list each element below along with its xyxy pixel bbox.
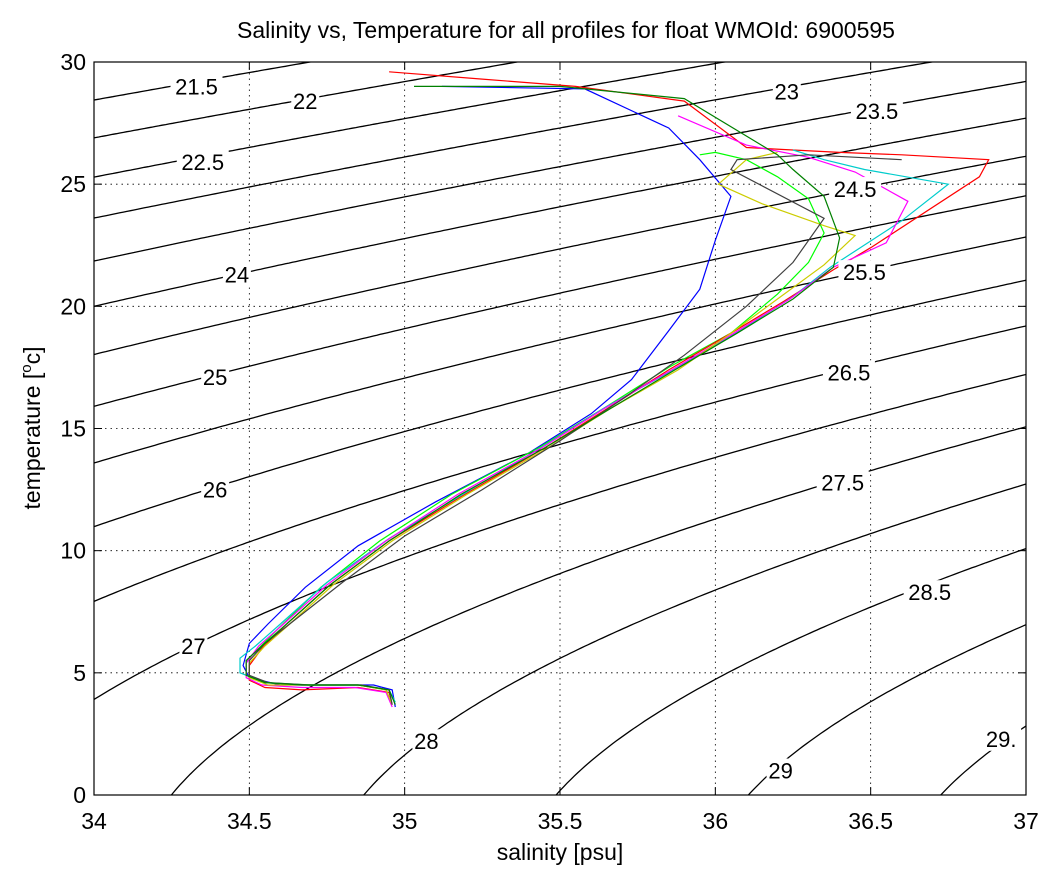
isopycnal-label: 29 — [768, 759, 792, 784]
y-axis-label: temperature [oc] — [18, 346, 45, 509]
isopycnal-label-bg — [170, 74, 223, 99]
y-tick-label: 10 — [60, 538, 86, 564]
y-tick-label: 0 — [73, 782, 86, 808]
isopycnal-line — [94, 62, 522, 139]
isopycnal-label: 27 — [181, 634, 205, 659]
isopycnal-label-bg — [176, 150, 229, 175]
isopycnal-label: 27.5 — [821, 470, 864, 495]
isopycnal-line — [94, 62, 936, 219]
y-axis-label-end: c] — [19, 346, 45, 364]
x-tick-label: 37 — [1013, 808, 1039, 834]
isopycnal-label-bg — [850, 98, 903, 123]
y-tick-label: 15 — [60, 416, 86, 442]
isopycnal-label: 24 — [225, 263, 249, 288]
isopycnal-label-bg — [816, 470, 869, 495]
isopycnal-line — [94, 373, 1026, 701]
isopycnal-line — [94, 80, 1026, 262]
isopycnal-line — [94, 155, 1026, 356]
gridlines — [94, 62, 1026, 795]
isopycnal-label: 26.5 — [828, 360, 871, 385]
isopycnal-label: 29. — [986, 727, 1017, 752]
isopycnal-line — [939, 725, 1026, 795]
isopycnal-label: 23.5 — [855, 99, 898, 124]
isopycnal-label-bg — [838, 260, 891, 285]
isopycnal-label-bg — [291, 89, 320, 114]
isopycnal-label-bg — [822, 360, 875, 385]
isopycnal-label: 21.5 — [175, 74, 218, 99]
profile-line — [245, 85, 841, 705]
profile-line — [248, 151, 857, 705]
x-tick-label: 34.5 — [227, 808, 272, 834]
y-tick-label: 20 — [60, 293, 86, 319]
isopycnal-label-bg — [903, 580, 956, 605]
profile-line — [245, 115, 909, 708]
isopycnal-label-bg — [179, 633, 208, 658]
isopycnal-line — [94, 117, 1026, 307]
isopycnal-label-bg — [766, 758, 795, 783]
x-tick-label: 36 — [703, 808, 729, 834]
isopycnal-line — [94, 325, 1026, 603]
isopycnal-labels: 21.5 22 22.5 23 23.5 24 24.5 25 25.5 26 26.5 27 27.5… — [170, 74, 1022, 784]
isopycnal-label: 25 — [203, 365, 227, 390]
isopycnal-label-bg — [981, 726, 1022, 751]
isopycnal-label-bg — [201, 365, 230, 390]
isopycnal-label: 28 — [414, 729, 438, 754]
y-axis-label-main: temperature [ — [19, 372, 45, 509]
isopycnal-label: 22.5 — [181, 150, 224, 175]
isopycnal-label-bg — [772, 79, 801, 104]
isopycnal-label: 28.5 — [908, 580, 951, 605]
y-tick-label: 30 — [60, 49, 86, 75]
profile-line — [248, 71, 990, 705]
isopycnal-label: 22 — [293, 89, 317, 114]
isopycnal-label: 24.5 — [834, 177, 877, 202]
isopycnal-line — [94, 236, 1026, 464]
x-axis-ticks: 34 34.5 35 35.5 36 36.5 37 — [81, 62, 1039, 834]
isopycnal-label: 26 — [203, 478, 227, 503]
profile-series — [239, 71, 990, 708]
y-axis-label-sup: o — [18, 364, 35, 372]
x-tick-label: 34 — [81, 808, 107, 834]
y-tick-label: 5 — [73, 660, 86, 686]
isopycnal-label-bg — [222, 262, 251, 287]
isopycnal-label-bg — [412, 729, 441, 754]
isopycnal-line — [555, 547, 1026, 795]
isopycnal-label: 25.5 — [843, 260, 886, 285]
chart-title: Salinity vs, Temperature for all profile… — [237, 17, 895, 43]
isopycnal-line — [362, 483, 1026, 795]
isopycnal-label-bg — [829, 177, 882, 202]
y-tick-label: 25 — [60, 171, 86, 197]
x-axis-label: salinity [psu] — [497, 839, 624, 865]
y-axis-ticks: 0 5 10 15 20 25 30 — [60, 49, 1026, 808]
isopycnal-label: 23 — [775, 79, 799, 104]
x-tick-label: 36.5 — [848, 808, 893, 834]
isopycnal-label-bg — [201, 477, 230, 502]
isopycnal-contours — [94, 62, 1026, 795]
isopycnal-line — [747, 623, 1026, 795]
x-tick-label: 35 — [392, 808, 418, 834]
isopycnal-line — [94, 195, 1026, 407]
x-tick-label: 35.5 — [538, 808, 583, 834]
